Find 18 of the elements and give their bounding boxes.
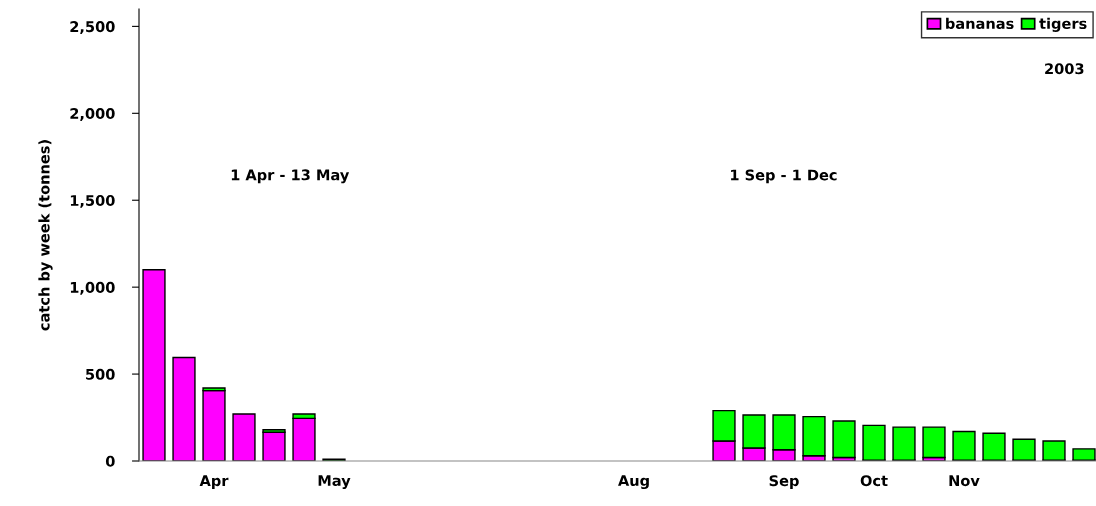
y-tick-label: 0 bbox=[105, 455, 115, 467]
annotation: 2003 bbox=[1045, 63, 1084, 75]
x-tick-label: Sep bbox=[769, 475, 799, 489]
y-tick-label: 1,500 bbox=[70, 194, 115, 208]
x-tick-label: Aug bbox=[618, 475, 649, 489]
y-tick-label: 500 bbox=[86, 368, 115, 380]
y-tick-label: 1,000 bbox=[70, 281, 115, 295]
x-tick-label: May bbox=[318, 475, 351, 489]
legend-label: tigers bbox=[1039, 17, 1087, 32]
annotation: 1 Sep - 1 Dec bbox=[731, 169, 837, 184]
legend-label: bananas bbox=[946, 17, 1014, 30]
x-tick-label: Nov bbox=[949, 475, 980, 487]
y-tick-label: 2,500 bbox=[70, 21, 115, 34]
x-tick-label: Oct bbox=[860, 475, 888, 487]
y-tick-label: 2,000 bbox=[70, 108, 115, 121]
y-axis-title: catch by week (tonnes) bbox=[38, 140, 53, 331]
annotation: 1 Apr - 13 May bbox=[231, 169, 350, 184]
x-tick-label: Apr bbox=[199, 475, 229, 489]
